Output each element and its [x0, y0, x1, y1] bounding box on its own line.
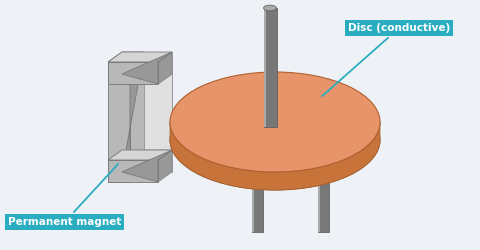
Polygon shape — [108, 52, 144, 62]
Polygon shape — [122, 150, 172, 182]
Polygon shape — [108, 62, 130, 182]
Polygon shape — [158, 52, 172, 84]
Ellipse shape — [170, 72, 380, 172]
Polygon shape — [122, 52, 144, 182]
Text: Disc (conductive): Disc (conductive) — [322, 23, 450, 96]
Polygon shape — [158, 150, 172, 182]
Ellipse shape — [264, 5, 276, 11]
Polygon shape — [144, 74, 172, 150]
Polygon shape — [252, 174, 253, 232]
Polygon shape — [252, 174, 263, 232]
Polygon shape — [317, 174, 328, 232]
Polygon shape — [317, 174, 320, 232]
Polygon shape — [108, 160, 158, 182]
Polygon shape — [181, 76, 236, 117]
Polygon shape — [264, 8, 276, 127]
Polygon shape — [108, 62, 158, 84]
Polygon shape — [108, 52, 172, 62]
Polygon shape — [108, 150, 172, 160]
Polygon shape — [122, 52, 172, 84]
Polygon shape — [130, 74, 172, 84]
Ellipse shape — [170, 90, 380, 190]
Polygon shape — [130, 150, 172, 160]
Polygon shape — [264, 8, 265, 127]
Text: Permanent magnet: Permanent magnet — [8, 164, 121, 227]
Polygon shape — [122, 52, 172, 172]
Polygon shape — [170, 122, 380, 190]
